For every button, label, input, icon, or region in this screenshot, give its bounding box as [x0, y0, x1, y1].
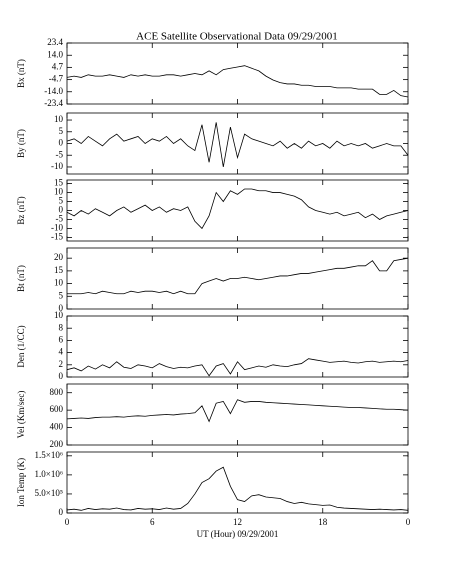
x-tick-label: 0 — [406, 517, 411, 527]
y-tick-label: 8 — [59, 322, 64, 332]
y-tick-label: 10 — [54, 310, 64, 320]
y-tick-label: 14.0 — [47, 49, 63, 59]
panel-frame — [66, 42, 409, 105]
y-tick-label: 0 — [59, 303, 64, 313]
panel-frame — [66, 383, 409, 446]
y-tick-label: 6 — [59, 334, 64, 344]
y-tick-label: 200 — [50, 439, 64, 449]
y-axis-label: By (nT) — [16, 129, 26, 158]
y-axis-label: Den (1/CC) — [16, 325, 26, 367]
y-tick-label: 0 — [59, 205, 64, 215]
y-tick-label: -14.0 — [44, 86, 63, 96]
panel-frame — [66, 451, 409, 514]
panel-frame — [66, 179, 409, 242]
y-tick-label: -10 — [51, 161, 63, 171]
y-tick-label: 1.5×10⁶ — [35, 450, 63, 460]
y-tick-label: 0 — [59, 371, 64, 381]
data-line — [66, 466, 409, 511]
y-tick-label: -5 — [56, 214, 64, 224]
y-tick-label: -5 — [56, 149, 64, 159]
y-tick-label: 10 — [54, 187, 64, 197]
x-tick-label: 6 — [150, 517, 155, 527]
y-axis-label: Ion Temp (K) — [16, 458, 26, 507]
y-tick-label: -4.7 — [49, 74, 64, 84]
x-axis-label: UT (Hour) 09/29/2001 — [197, 529, 279, 539]
y-tick-label: 4.7 — [52, 61, 64, 71]
data-line — [67, 257, 409, 295]
x-tick-label: 0 — [65, 517, 70, 527]
y-tick-label: 1.0×10⁶ — [35, 469, 63, 479]
data-line — [66, 399, 409, 423]
y-axis-label: Bx (nT) — [16, 59, 26, 88]
x-tick-label: 18 — [318, 517, 328, 527]
y-axis-label: Bz (nT) — [16, 196, 26, 224]
y-tick-label: 15 — [54, 178, 64, 188]
y-tick-label: 600 — [50, 404, 64, 414]
y-tick-label: 20 — [54, 252, 64, 262]
data-line — [66, 188, 409, 230]
y-tick-label: 23.4 — [47, 37, 63, 47]
y-tick-label: 800 — [50, 387, 64, 397]
y-tick-label: -23.4 — [44, 98, 63, 108]
panel-frame — [66, 112, 409, 175]
y-tick-label: -15 — [51, 231, 63, 241]
y-tick-label: 15 — [54, 265, 64, 275]
panel-frame — [66, 315, 409, 378]
y-tick-label: 10 — [54, 278, 64, 288]
y-tick-label: 5 — [59, 290, 64, 300]
chart-title: ACE Satellite Observational Data 09/29/2… — [136, 31, 338, 43]
data-line — [66, 122, 409, 168]
data-line — [66, 358, 409, 377]
y-axis-label: Vel (Km/sec) — [16, 391, 26, 439]
y-tick-label: 5 — [59, 126, 64, 136]
y-tick-label: -10 — [51, 223, 63, 233]
y-tick-label: 5 — [59, 196, 64, 206]
y-tick-label: 400 — [50, 422, 64, 432]
y-tick-label: 2 — [59, 359, 64, 369]
y-tick-label: 0 — [59, 138, 64, 148]
y-tick-label: 10 — [54, 114, 64, 124]
y-tick-label: 4 — [59, 347, 64, 357]
y-tick-label: 0 — [59, 507, 64, 517]
y-axis-label: Bt (nT) — [16, 265, 26, 292]
data-line — [66, 65, 409, 98]
y-tick-label: 5.0×10⁵ — [35, 488, 63, 498]
x-tick-label: 12 — [233, 517, 242, 527]
